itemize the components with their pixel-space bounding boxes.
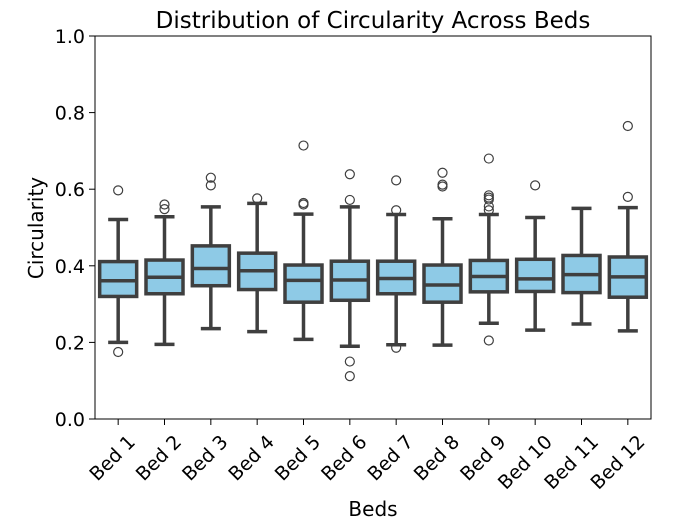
outlier-point (391, 342, 402, 353)
y-tick-label: 1.0 (55, 26, 85, 48)
box-3 (190, 172, 232, 331)
box-8 (422, 167, 463, 347)
outlier-point (483, 335, 494, 346)
outlier-point (437, 167, 448, 178)
outlier-point (298, 140, 309, 151)
y-tick-label: 0.2 (55, 332, 85, 354)
outlier-point (391, 175, 402, 186)
box-7 (375, 175, 417, 353)
iqr-box (190, 244, 232, 288)
y-axis: 0.0 0.2 0.4 0.6 0.8 1.0 (55, 26, 95, 431)
x-tick-label: Bed 1 (85, 431, 139, 485)
x-tick-label: Bed 3 (178, 431, 232, 485)
box-10 (514, 180, 556, 332)
iqr-box (283, 263, 324, 304)
y-tick-label: 0.8 (55, 103, 85, 125)
plot-frame (94, 35, 652, 420)
outlier-point (205, 180, 216, 191)
x-tick-label: Bed 7 (363, 431, 417, 485)
outlier-point (113, 346, 124, 358)
y-tick-label: 0.0 (55, 409, 85, 431)
box-11 (561, 206, 602, 326)
x-tick-label: Bed 5 (271, 431, 325, 485)
chart-title: Distribution of Circularity Across Beds (156, 8, 591, 34)
box-1 (97, 185, 139, 358)
x-tick-label: Bed 8 (410, 431, 464, 485)
outlier-point (113, 185, 124, 196)
outlier-point (530, 180, 541, 191)
outlier-point (344, 356, 355, 367)
outlier-point (205, 172, 216, 183)
outlier-point (483, 194, 494, 205)
box-4 (236, 193, 278, 334)
outlier-point (344, 371, 355, 382)
box-6 (329, 169, 371, 382)
x-tick-label: Bed 2 (132, 431, 186, 485)
iqr-box (514, 257, 556, 294)
box-2 (144, 199, 185, 347)
outlier-point (298, 199, 309, 210)
x-axis-label: Beds (348, 497, 397, 520)
outlier-point (622, 120, 633, 132)
outlier-point (252, 193, 263, 204)
outlier-point (159, 204, 170, 215)
y-tick-label: 0.6 (55, 179, 85, 201)
box-12 (607, 120, 649, 333)
outlier-point (391, 205, 402, 216)
x-tick-label: Bed 6 (317, 431, 371, 485)
box-5 (283, 140, 324, 342)
x-tick-label: Bed 4 (224, 431, 278, 485)
outlier-point (622, 191, 633, 202)
outlier-point (437, 181, 448, 192)
outlier-point (344, 194, 355, 206)
y-tick-label: 0.4 (55, 256, 85, 278)
outlier-point (159, 199, 170, 210)
outlier-point (483, 153, 494, 164)
box-9 (468, 153, 510, 346)
y-axis-label: Circularity (24, 177, 48, 279)
outlier-point (344, 169, 355, 180)
boxes-layer (97, 120, 649, 382)
outlier-point (483, 201, 494, 212)
outlier-point (483, 205, 494, 216)
